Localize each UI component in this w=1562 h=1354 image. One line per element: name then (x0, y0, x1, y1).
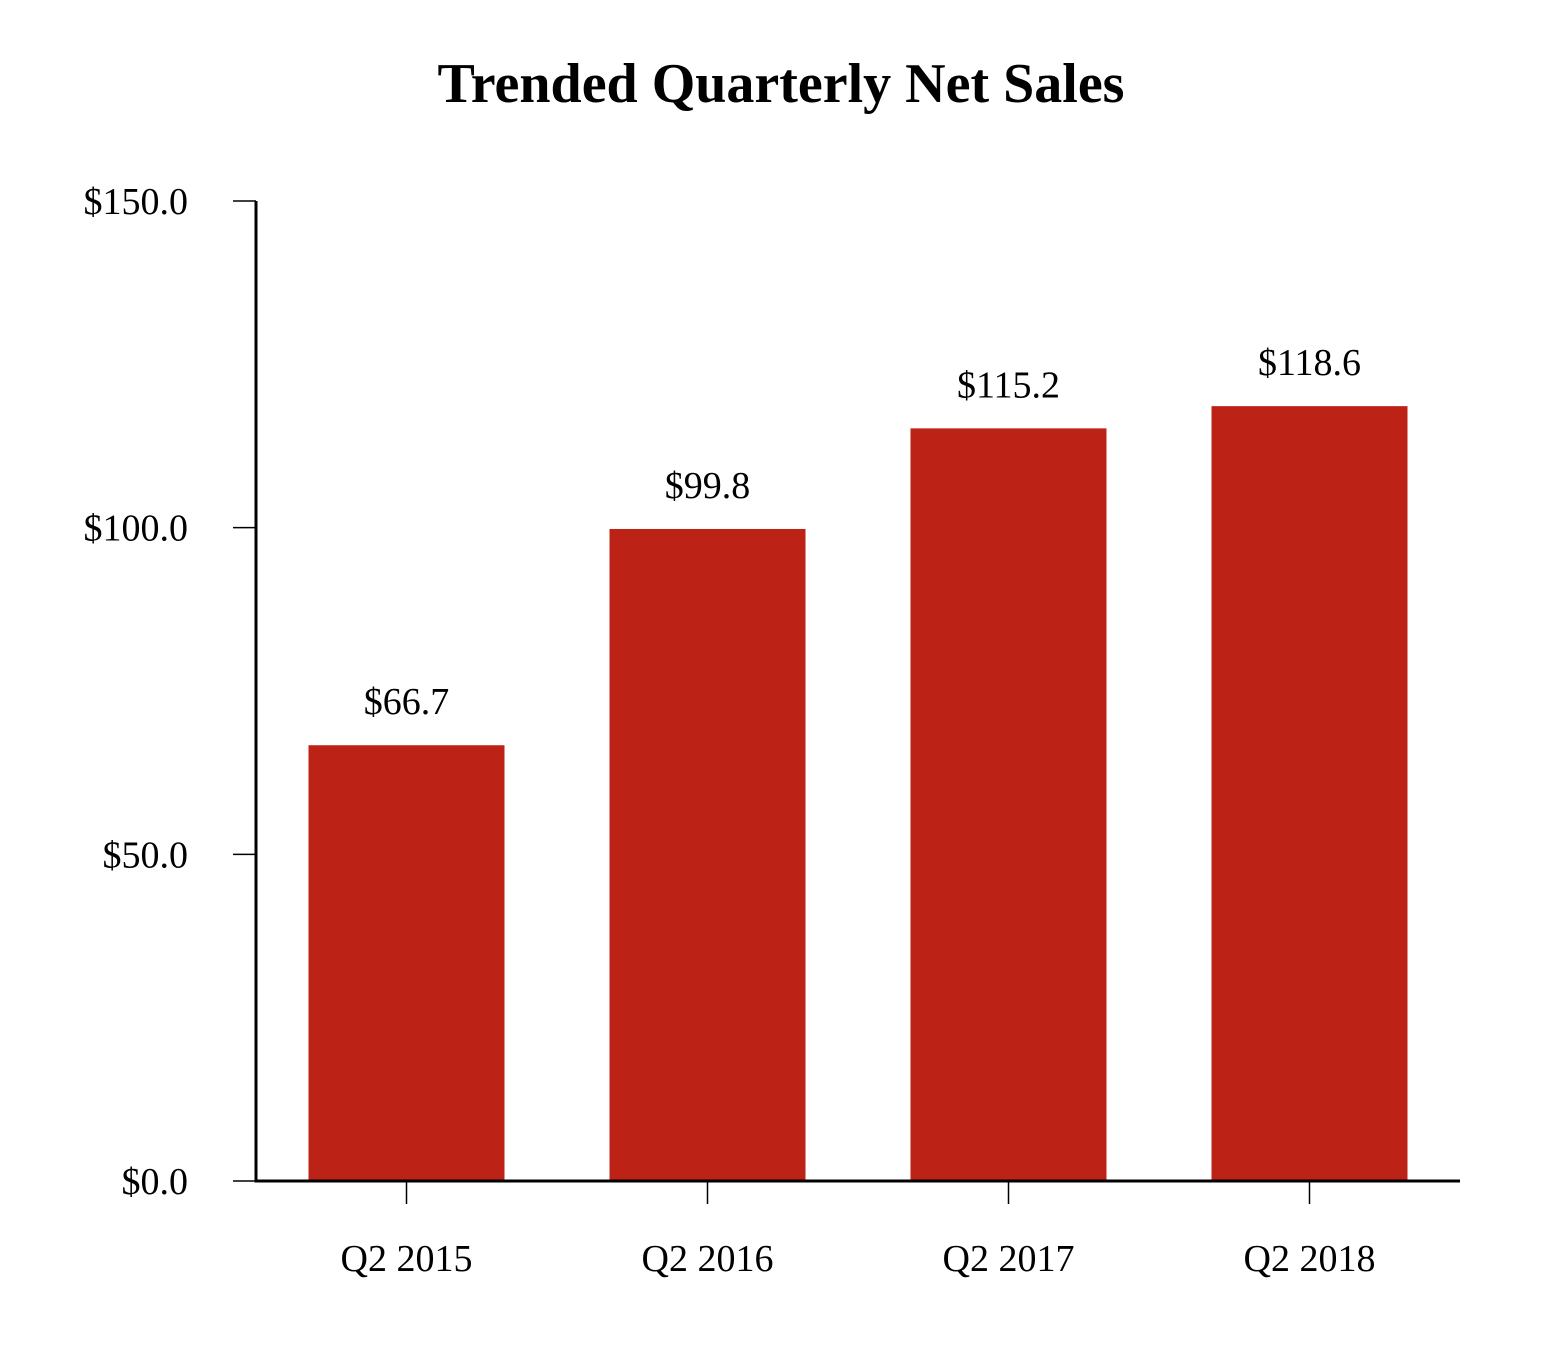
data-label: $99.8 (665, 465, 751, 507)
data-label: $118.6 (1258, 342, 1361, 384)
bar-q2-2018 (1211, 406, 1408, 1181)
bars: $66.7 $99.8 $115.2 $118.6 (308, 342, 1408, 1181)
chart-title: Trended Quarterly Net Sales (438, 53, 1125, 115)
bar-q2-2017 (910, 428, 1107, 1181)
y-tick-label: $100.0 (84, 508, 189, 550)
x-tick-label: Q2 2016 (642, 1238, 774, 1280)
bar-q2-2016 (609, 528, 806, 1181)
data-label: $66.7 (364, 681, 450, 723)
bar-q2-2015 (308, 745, 505, 1181)
y-tick-label: $0.0 (122, 1161, 189, 1203)
x-tick-label: Q2 2017 (943, 1238, 1075, 1280)
y-axis: $0.0 $50.0 $100.0 $150.0 (84, 181, 258, 1203)
x-tick-label: Q2 2018 (1244, 1238, 1376, 1280)
data-label: $115.2 (957, 364, 1060, 406)
x-tick-label: Q2 2015 (341, 1238, 473, 1280)
y-tick-label: $150.0 (84, 181, 189, 223)
x-axis: Q2 2015 Q2 2016 Q2 2017 Q2 2018 (254, 1179, 1460, 1280)
y-tick-label: $50.0 (103, 834, 189, 876)
